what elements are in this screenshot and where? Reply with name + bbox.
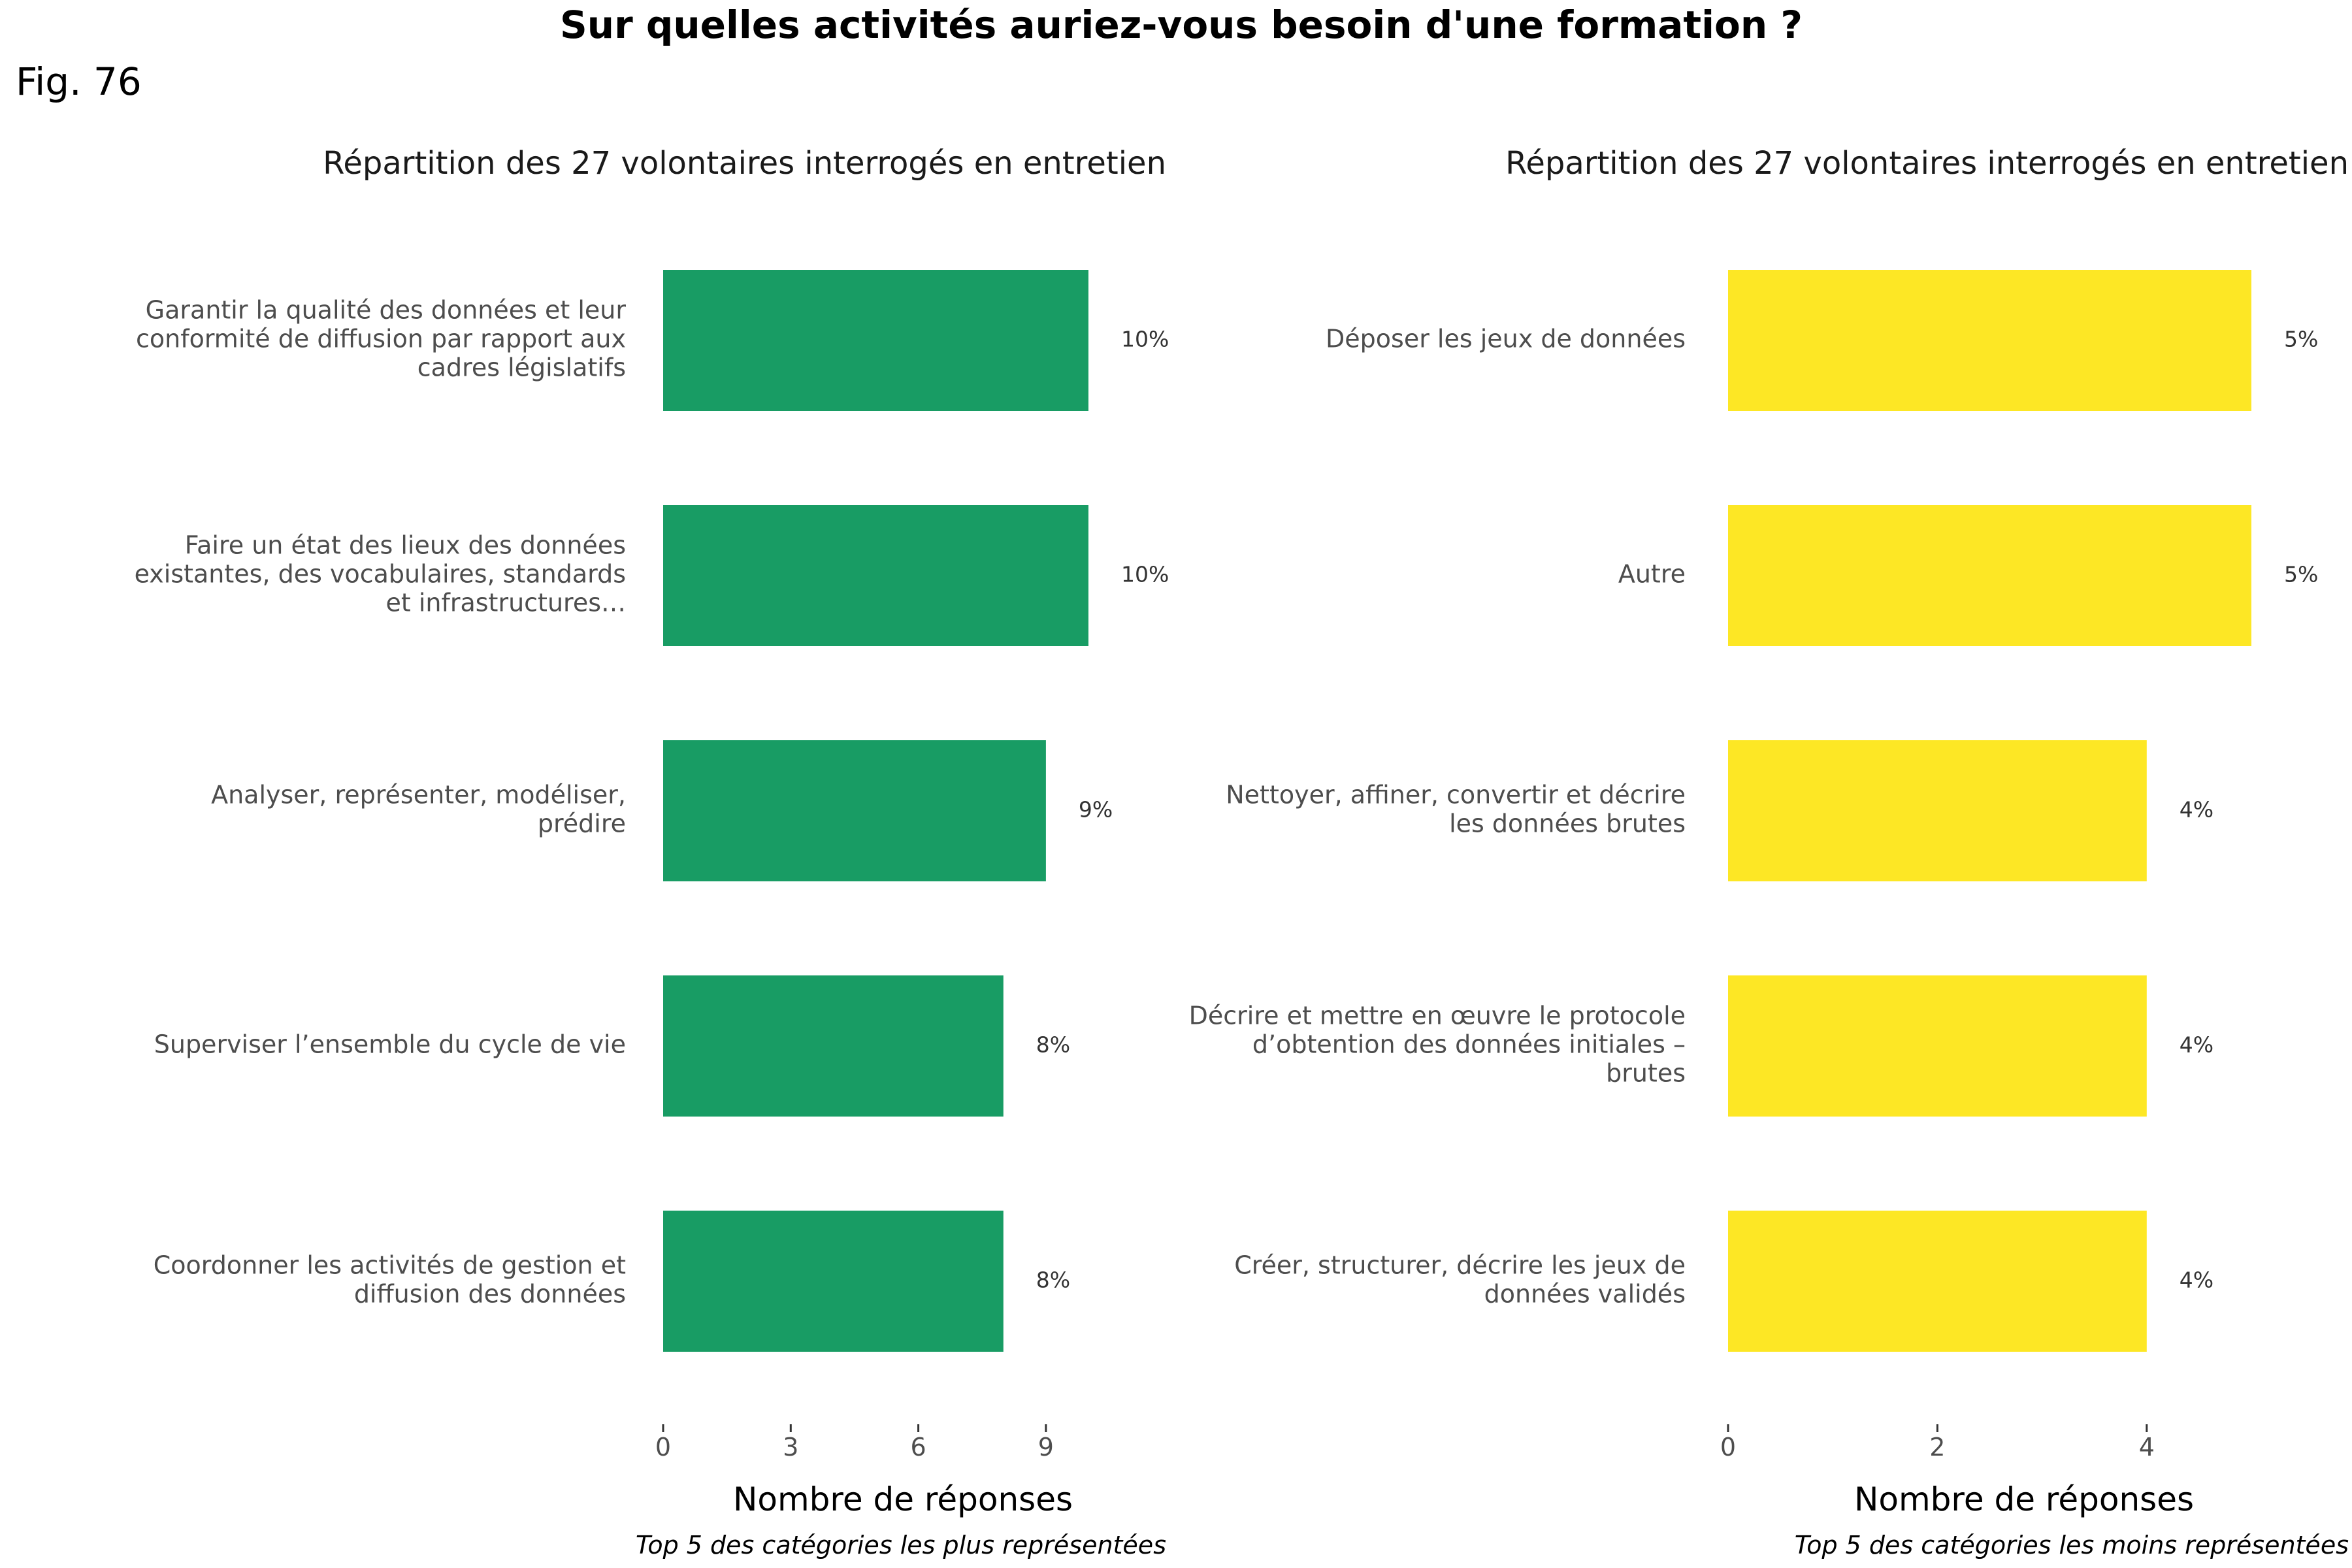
bar bbox=[663, 975, 1004, 1117]
data-label: 8% bbox=[1036, 1032, 1070, 1058]
category-label: Autre bbox=[1618, 560, 1686, 589]
category-label-line: Analyser, représenter, modéliser, bbox=[211, 781, 626, 809]
category-label: Coordonner les activités de gestion et di… bbox=[154, 1251, 626, 1309]
data-label: 10% bbox=[1121, 327, 1169, 352]
data-label: 4% bbox=[2180, 797, 2213, 823]
category-label-line: existantes, des vocabulaires, standards bbox=[135, 560, 626, 589]
tick-label: 4 bbox=[2139, 1433, 2155, 1462]
category-label: Créer, structurer, décrire les jeux de do… bbox=[1234, 1251, 1686, 1309]
data-label: 4% bbox=[2180, 1032, 2213, 1058]
category-label-line: Décrire et mettre en œuvre le protocole bbox=[1189, 1002, 1686, 1030]
bar bbox=[1728, 1211, 2147, 1352]
figure-label: Fig. 76 bbox=[16, 59, 142, 104]
category-label-line: diffusion des données bbox=[354, 1280, 626, 1309]
category-label: Garantir la qualité des données et leur c… bbox=[136, 296, 626, 382]
category-label-line: les données brutes bbox=[1449, 809, 1686, 838]
category-label-line: Nettoyer, affiner, convertir et décrire bbox=[1226, 781, 1686, 809]
category-label-line: prédire bbox=[538, 809, 626, 838]
panel-subtitle: Répartition des 27 volontaires interrogé… bbox=[1505, 145, 2349, 182]
category-label: Superviser l’ensemble du cycle de vie bbox=[154, 1030, 626, 1059]
panel-caption: Top 5 des catégories les plus représenté… bbox=[636, 1531, 1166, 1560]
chart-panels: Répartition des 27 volontaires interrogé… bbox=[135, 145, 2349, 1560]
category-label: Décrire et mettre en œuvre le protocole d… bbox=[1189, 1002, 1686, 1088]
data-label: 10% bbox=[1121, 562, 1169, 587]
bar bbox=[663, 740, 1046, 881]
bar bbox=[1728, 270, 2251, 411]
bar bbox=[663, 270, 1088, 411]
category-label-line: Faire un état des lieux des données bbox=[185, 531, 626, 560]
x-axis-label: Nombre de réponses bbox=[1854, 1480, 2194, 1518]
category-label-line: brutes bbox=[1606, 1059, 1686, 1088]
category-label: Nettoyer, affiner, convertir et décrire l… bbox=[1226, 781, 1686, 838]
category-label-line: Superviser l’ensemble du cycle de vie bbox=[154, 1030, 626, 1059]
category-label-line: Coordonner les activités de gestion et bbox=[154, 1251, 626, 1280]
data-label: 9% bbox=[1079, 797, 1113, 823]
bar bbox=[663, 505, 1088, 646]
bar bbox=[1728, 975, 2147, 1117]
panel-caption: Top 5 des catégories les moins représent… bbox=[1795, 1531, 2349, 1560]
category-label-line: d’obtention des données initiales – bbox=[1252, 1030, 1686, 1059]
data-label: 5% bbox=[2284, 327, 2318, 352]
tick-label: 0 bbox=[655, 1433, 671, 1462]
category-label: Analyser, représenter, modéliser, prédire bbox=[211, 781, 626, 838]
bar bbox=[1728, 740, 2147, 881]
category-label-line: Créer, structurer, décrire les jeux de bbox=[1234, 1251, 1686, 1280]
category-label: Faire un état des lieux des données exist… bbox=[135, 531, 626, 617]
chart-panel-1: Répartition des 27 volontaires interrogé… bbox=[135, 145, 1169, 1560]
category-label-line: conformité de diffusion par rapport aux bbox=[136, 325, 626, 353]
category-label-line: Déposer les jeux de données bbox=[1326, 325, 1686, 353]
x-axis-label: Nombre de réponses bbox=[733, 1480, 1073, 1518]
data-label: 4% bbox=[2180, 1267, 2213, 1293]
category-label-line: et infrastructures… bbox=[385, 589, 626, 617]
category-label-line: Autre bbox=[1618, 560, 1686, 589]
tick-label: 9 bbox=[1038, 1433, 1054, 1462]
panel-subtitle: Répartition des 27 volontaires interrogé… bbox=[323, 145, 1166, 182]
data-label: 8% bbox=[1036, 1267, 1070, 1293]
category-label: Déposer les jeux de données bbox=[1326, 325, 1686, 353]
category-label-line: cadres législatifs bbox=[417, 353, 626, 382]
tick-label: 2 bbox=[1929, 1433, 1945, 1462]
tick-label: 3 bbox=[783, 1433, 798, 1462]
bar bbox=[1728, 505, 2251, 646]
tick-label: 0 bbox=[1720, 1433, 1736, 1462]
chart-panel-2: Répartition des 27 volontaires interrogé… bbox=[1189, 145, 2349, 1560]
category-label-line: Garantir la qualité des données et leur bbox=[146, 296, 627, 325]
tick-label: 6 bbox=[911, 1433, 926, 1462]
category-label-line: données validés bbox=[1484, 1280, 1686, 1309]
chart-title: Sur quelles activités auriez-vous besoin… bbox=[560, 3, 1803, 47]
bar bbox=[663, 1211, 1004, 1352]
data-label: 5% bbox=[2284, 562, 2318, 587]
